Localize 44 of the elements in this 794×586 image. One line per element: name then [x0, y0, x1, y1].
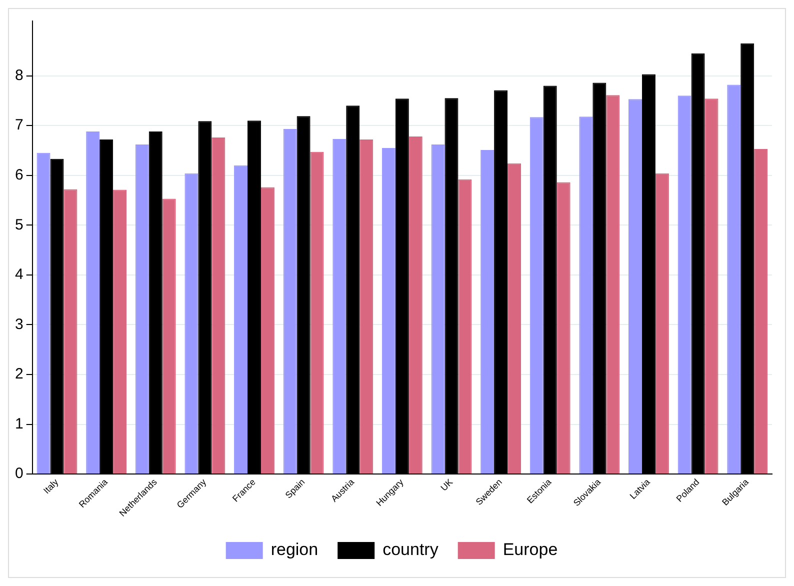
y-tick-label: 7: [15, 116, 24, 134]
y-tick-label: 1: [15, 415, 24, 432]
bar: [480, 150, 494, 474]
bar: [382, 148, 396, 474]
bar: [606, 95, 620, 474]
y-tick-label: 0: [15, 465, 24, 482]
bar: [64, 189, 78, 474]
bar: [135, 144, 149, 474]
y-tick-label: 8: [15, 66, 24, 84]
bar: [332, 138, 346, 474]
bar: [310, 152, 324, 474]
bar: [36, 152, 50, 474]
y-tick-label: 6: [15, 166, 24, 184]
bar: [283, 129, 297, 474]
y-tick-label: 3: [15, 316, 24, 333]
legend-label: Europe: [502, 540, 558, 560]
bar: [530, 117, 544, 474]
bar: [162, 198, 176, 474]
bar: [234, 165, 248, 474]
bar: [678, 96, 692, 474]
bar: [727, 84, 741, 474]
bar: [184, 173, 198, 474]
bar: [655, 173, 669, 474]
legend-label: region: [270, 540, 318, 560]
legend-label: country: [382, 540, 439, 560]
y-tick-label: 5: [15, 216, 24, 234]
x-tick-label: UK: [438, 476, 455, 493]
bar: [431, 144, 445, 474]
bar: [579, 116, 593, 474]
bar: [86, 132, 100, 474]
bar: [113, 190, 127, 474]
bar: [556, 182, 570, 474]
bar: [260, 187, 274, 474]
x-tick-label: Italy: [41, 476, 61, 496]
bar: [628, 99, 642, 474]
bar: [704, 98, 718, 474]
y-tick-label: 4: [15, 266, 24, 284]
bar: [408, 136, 422, 474]
y-tick-label: 2: [15, 366, 24, 383]
bar: [360, 139, 374, 474]
bar: [754, 148, 768, 474]
bar: [212, 138, 226, 474]
bar: [458, 179, 472, 474]
bar: [508, 163, 522, 474]
